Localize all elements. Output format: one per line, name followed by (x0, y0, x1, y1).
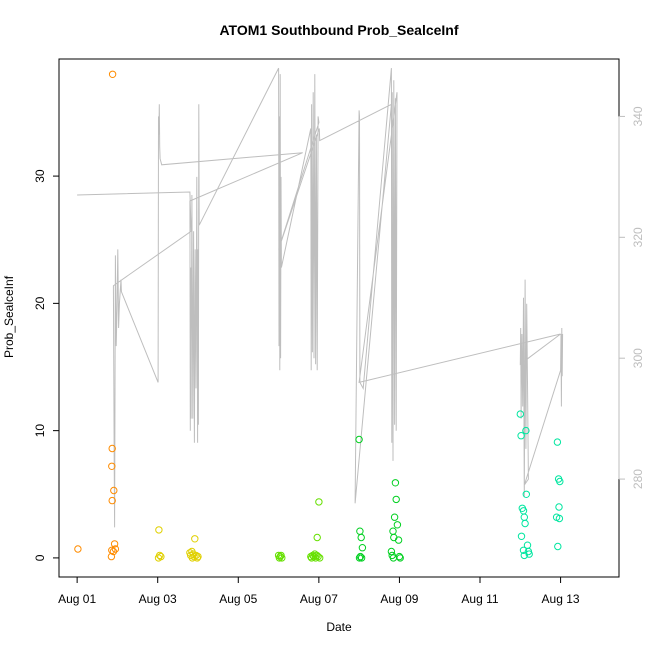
data-point (387, 547, 396, 556)
data-point (154, 554, 163, 562)
data-point (110, 486, 118, 495)
secondary-y-axis: 280 300 320 340 (618, 106, 645, 489)
data-point (110, 540, 119, 548)
data-point (313, 533, 321, 542)
data-point (111, 545, 120, 553)
series-3 (355, 435, 404, 562)
data-point (554, 542, 562, 551)
data-point (108, 462, 116, 470)
y-tick-label: 30 (33, 169, 47, 183)
data-point (357, 533, 365, 542)
data-point (355, 554, 364, 562)
data-point (74, 545, 82, 553)
data-point (517, 432, 525, 440)
data-point (525, 550, 533, 558)
data-point (108, 444, 116, 453)
chart-title: ATOM1 Southbound Prob_SealceInf (219, 22, 458, 38)
series-1 (154, 526, 202, 562)
y-tick-label: 20 (33, 296, 47, 310)
series-4 (516, 410, 564, 560)
x-tick-label: Aug 03 (139, 592, 177, 606)
data-point (521, 519, 529, 528)
data-point (389, 554, 398, 562)
data-point (392, 495, 400, 504)
x-axis-label: Date (326, 620, 352, 634)
data-point (108, 496, 116, 505)
x-axis: Aug 01 Aug 03 Aug 05 Aug 07 Aug 09 Aug 11 Aug … (58, 576, 580, 606)
secondary-tick-label: 300 (631, 348, 645, 368)
data-point (355, 435, 363, 444)
data-point (316, 554, 324, 562)
data-point (194, 552, 202, 561)
data-point (516, 410, 524, 418)
data-point (108, 70, 117, 79)
data-point (314, 552, 322, 561)
data-point (188, 554, 197, 562)
series-0 (74, 70, 120, 561)
data-point (357, 554, 366, 562)
x-tick-label: Aug 09 (380, 592, 418, 606)
secondary-line-layer (77, 67, 564, 528)
data-point (109, 547, 118, 556)
data-point (522, 490, 530, 498)
data-point (276, 552, 284, 561)
x-tick-label: Aug 01 (58, 592, 96, 606)
secondary-tick-label: 320 (631, 227, 645, 247)
data-point (155, 526, 163, 534)
data-point (191, 535, 199, 543)
y-axis-label: Prob_SealceInf (2, 275, 16, 358)
data-point (394, 536, 403, 544)
data-point (517, 532, 526, 540)
data-point (315, 498, 323, 506)
series-2 (274, 498, 324, 562)
y-tick-label: 0 (33, 554, 47, 561)
data-point (356, 552, 365, 561)
x-tick-label: Aug 13 (542, 592, 580, 606)
secondary-tick-label: 280 (631, 469, 645, 489)
data-point (555, 514, 564, 523)
data-point (390, 513, 399, 521)
secondary-tick-label: 340 (631, 106, 645, 126)
data-point (553, 438, 562, 446)
x-tick-label: Aug 07 (300, 592, 338, 606)
data-point (520, 551, 528, 560)
data-point (519, 546, 528, 554)
data-point (358, 544, 367, 552)
data-point (391, 479, 400, 487)
y-tick-label: 10 (33, 424, 47, 438)
data-point (107, 552, 116, 561)
y-axis: 0 10 20 30 (33, 169, 60, 561)
secondary-series-line (77, 67, 564, 528)
data-point (190, 552, 198, 561)
data-point (555, 503, 563, 511)
data-point (393, 521, 402, 529)
data-point (556, 477, 564, 486)
data-point (278, 554, 286, 562)
data-point (522, 426, 530, 435)
data-point (193, 554, 201, 562)
x-tick-label: Aug 11 (461, 592, 498, 606)
x-tick-label: Aug 05 (219, 592, 257, 606)
points-layer (74, 70, 564, 562)
